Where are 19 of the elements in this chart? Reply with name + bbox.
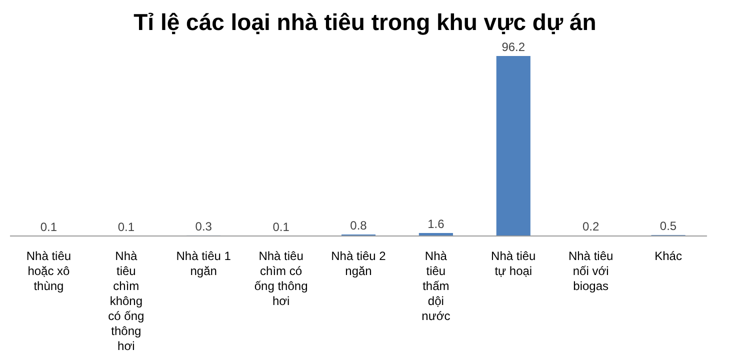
- data-label: 0.8: [350, 218, 368, 233]
- x-tick-label: Khác: [654, 249, 682, 263]
- data-label: 0.2: [582, 220, 600, 234]
- data-label: 0.5: [660, 219, 677, 234]
- chart-title: Tỉ lệ các loại nhà tiêu trong khu vực dự án: [134, 9, 596, 35]
- data-label: 0.1: [272, 220, 290, 234]
- x-tick-label: Nhà tiêu 1 ngăn: [176, 249, 232, 278]
- x-tick-label: Nhà tiêu nối với biogas: [568, 249, 614, 293]
- data-label: 0.1: [40, 220, 58, 234]
- x-tick-label: Nhà tiêu hoặc xô thùng: [26, 249, 72, 293]
- data-label: 0.1: [118, 220, 135, 234]
- data-label: 1.6: [428, 217, 445, 232]
- x-tick-label: Nhà tiêu 2 ngăn: [331, 249, 386, 278]
- data-label: 96.2: [502, 40, 526, 54]
- x-tick-label: Nhà tiêu chìm có ống thông hơi: [254, 249, 308, 308]
- x-tick-label: Nhà tiêu tự hoại: [491, 249, 536, 278]
- x-tick-label: Nhà tiêu chìm không có ống thông hơi: [108, 249, 144, 353]
- x-tick-label: Nhà tiêu thấm dội nước: [422, 249, 450, 323]
- data-label: 0.3: [195, 219, 212, 234]
